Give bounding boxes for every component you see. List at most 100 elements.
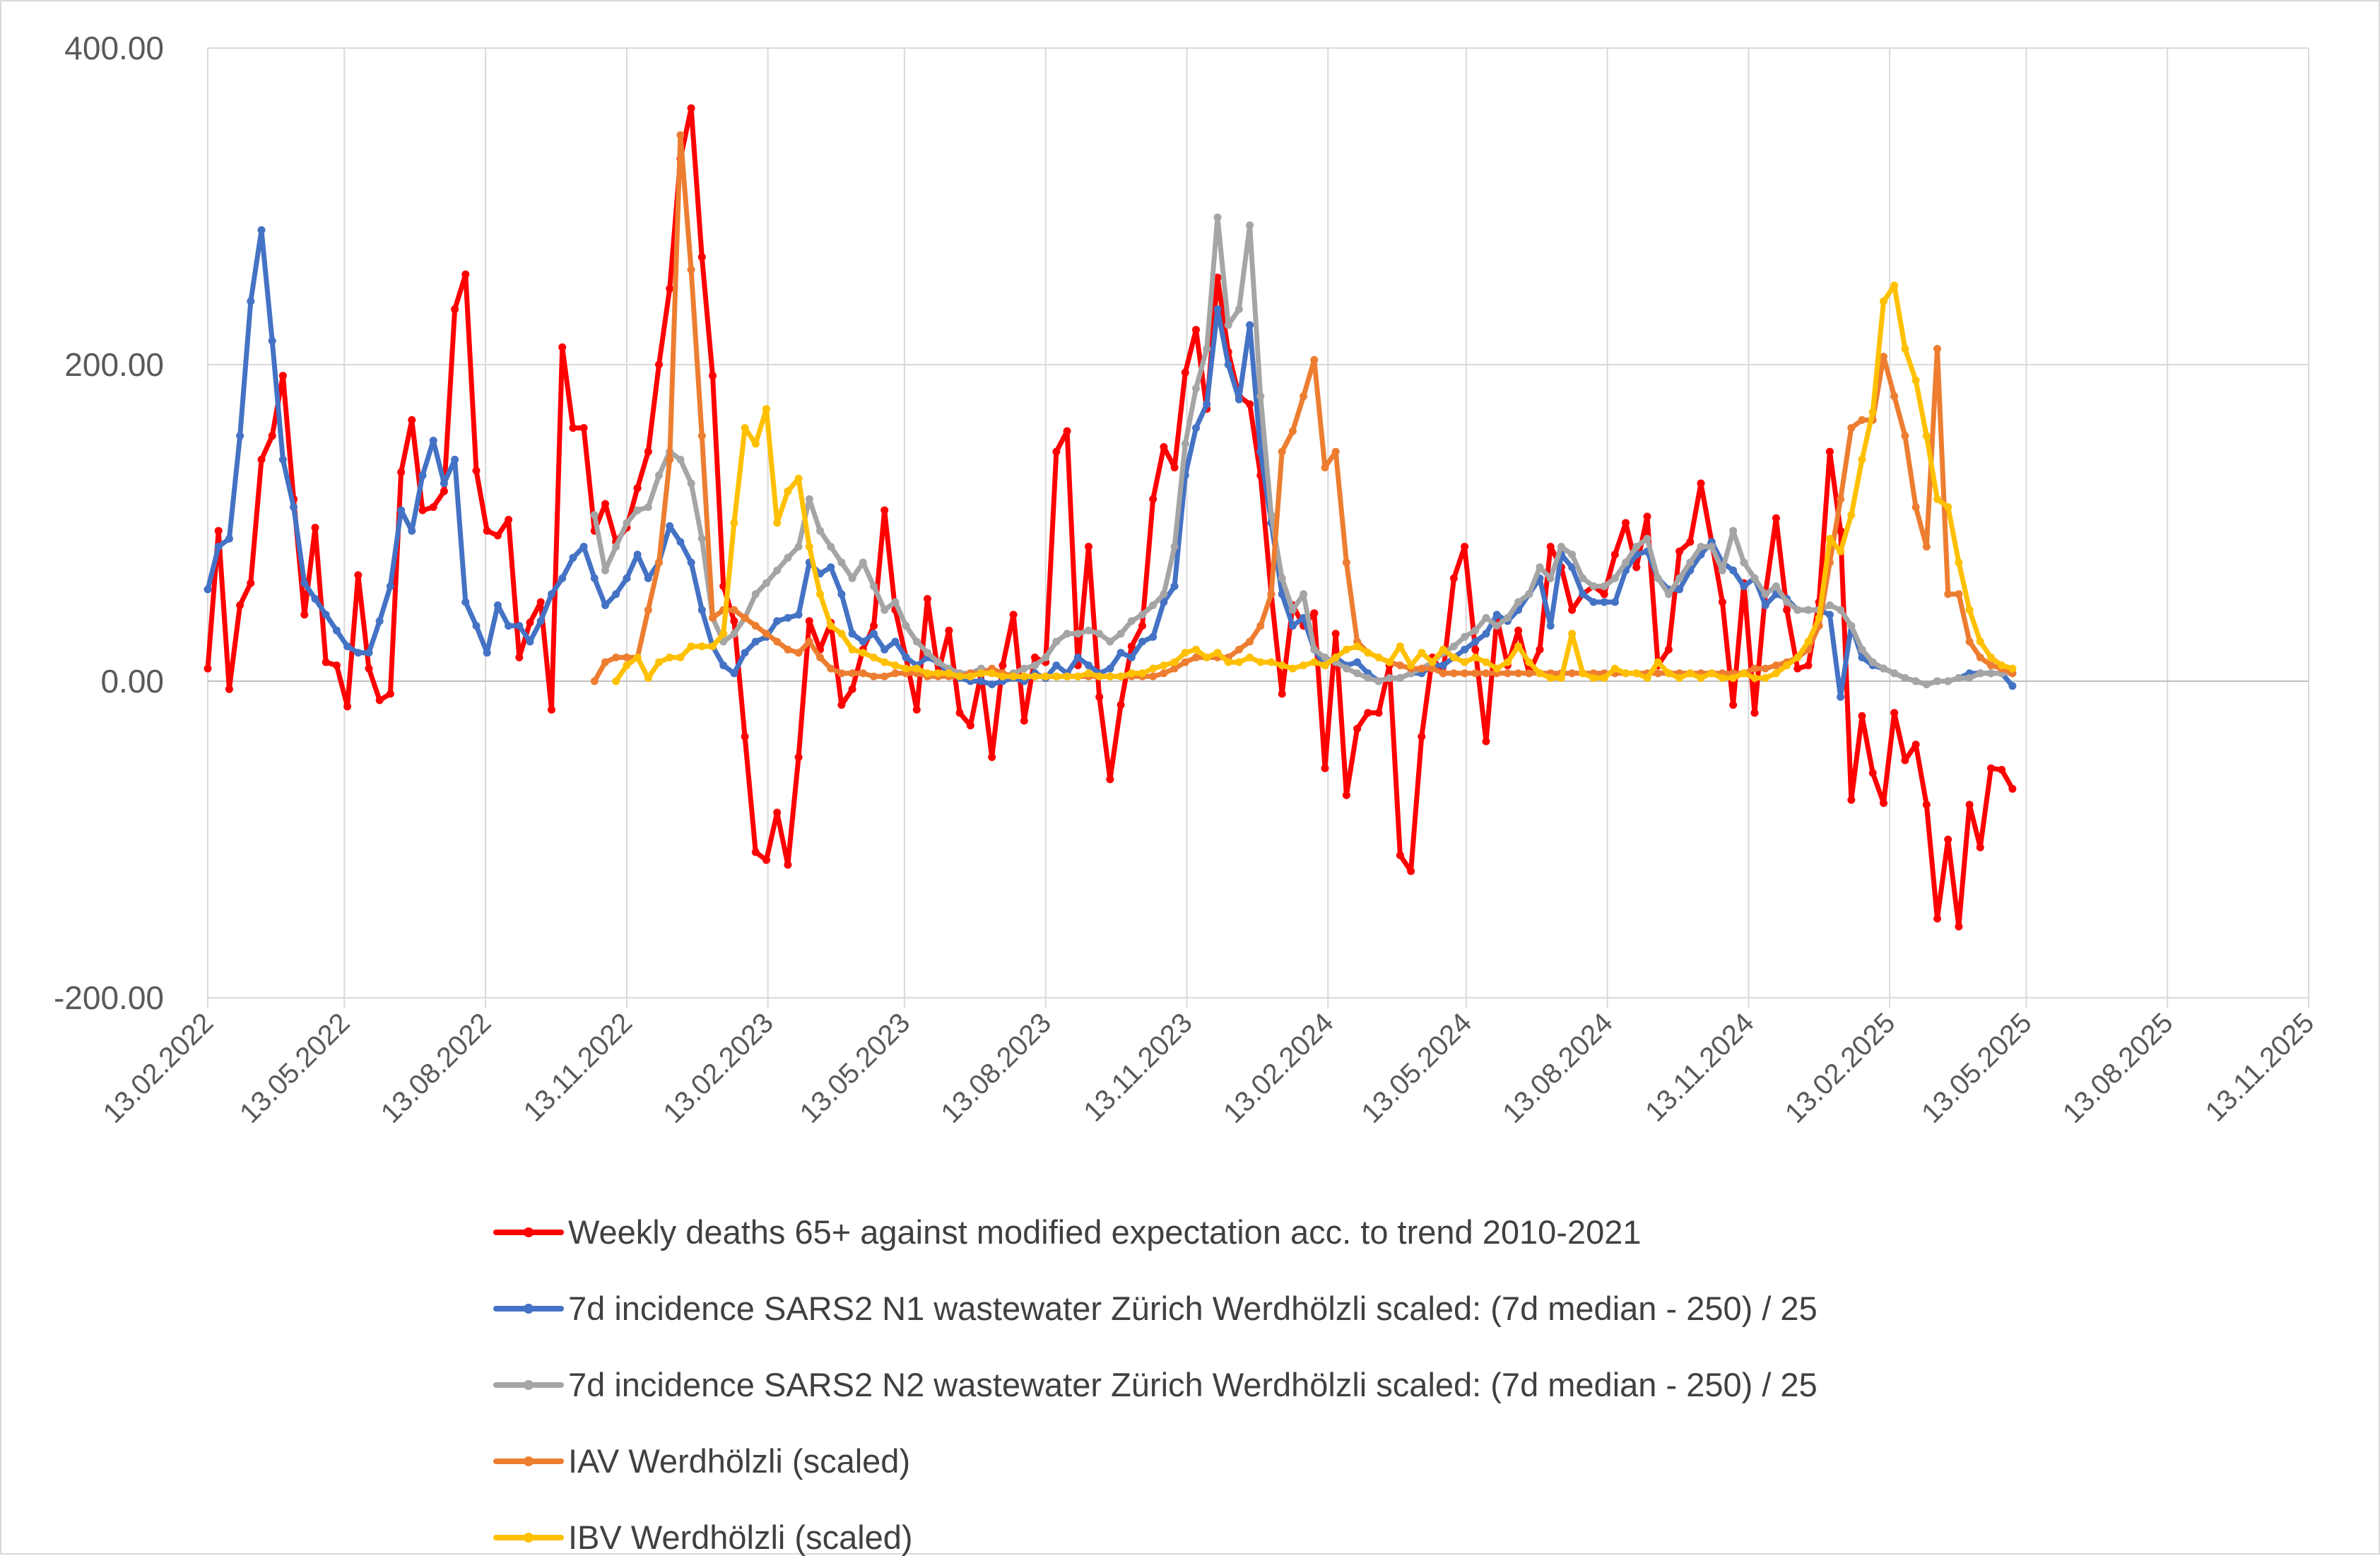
data-point [2008,664,2017,673]
data-point [697,534,706,543]
x-tick-label: 13.08.2024 [1497,1007,1619,1129]
data-point [805,637,813,646]
data-point [1321,764,1329,772]
data-point [1643,512,1651,521]
data-point [408,526,416,535]
data-point [1106,775,1114,784]
data-point [1203,345,1211,353]
data-point [386,582,394,591]
data-point [837,701,846,709]
legend-marker [524,1380,534,1390]
series-layer [204,104,2017,931]
data-point [1149,495,1157,503]
legend-marker [524,1304,534,1314]
data-point [1149,672,1157,680]
data-point [880,506,889,514]
data-point [1675,574,1684,582]
data-point [1471,653,1480,661]
data-point [1998,765,2006,774]
data-point [934,669,943,678]
data-point [870,622,878,630]
data-point [870,672,878,680]
data-point [278,455,287,464]
data-point [1278,447,1286,456]
data-point [751,637,760,646]
x-tick-label: 13.05.2023 [794,1007,917,1129]
data-point [924,595,931,603]
data-point [1449,669,1458,678]
data-point [505,516,513,524]
data-point [1095,672,1104,680]
data-point [827,543,835,551]
data-point [1664,645,1673,654]
data-point [1492,611,1501,619]
data-point [311,524,319,532]
data-point [1750,574,1759,582]
data-point [697,432,706,440]
y-tick-label: 400.00 [64,30,164,66]
data-point [1052,637,1061,646]
data-point [1396,674,1404,682]
data-point [655,360,663,369]
data-point [1911,741,1920,749]
data-point [1106,664,1114,673]
data-point [1514,626,1523,635]
data-point [1901,674,1909,682]
data-point [343,702,352,711]
legend-entry: 7d incidence SARS2 N2 wastewater Zürich … [493,1366,1818,1403]
data-point [1213,649,1222,657]
data-point [1149,601,1157,609]
data-point [1482,658,1490,666]
x-tick-label: 13.05.2022 [234,1007,356,1129]
data-point [1246,221,1254,230]
data-point [612,543,620,551]
data-point [268,432,276,440]
x-tick-label: 13.11.2025 [2200,1007,2321,1128]
data-point [1181,440,1189,448]
data-point [1170,543,1179,551]
data-point [526,637,534,646]
data-point [1610,664,1619,673]
data-point [1117,649,1125,657]
data-point [1321,464,1329,472]
data-point [773,617,782,625]
data-point [1160,443,1168,451]
data-point [988,669,996,678]
data-point [257,455,266,464]
data-point [924,669,931,678]
data-point [1568,563,1577,572]
data-point [300,579,309,587]
data-point [773,566,782,574]
data-point [2008,682,2017,690]
data-point [278,372,287,380]
legend-label: 7d incidence SARS2 N1 wastewater Zürich … [568,1290,1818,1327]
data-point [902,653,910,661]
data-point [912,705,921,714]
data-point [322,658,330,666]
data-point [451,455,459,464]
data-point [1589,674,1598,682]
data-point [1847,511,1856,519]
data-point [1783,598,1791,606]
data-point [1503,658,1512,666]
data-point [1632,563,1641,572]
data-point [891,669,900,678]
data-point [1428,658,1437,666]
data-point [1031,672,1039,680]
data-point [1009,611,1018,619]
data-point [1374,653,1383,661]
data-point [623,653,631,661]
data-point [1342,645,1350,654]
data-point [1310,355,1319,364]
data-point [1127,653,1136,661]
data-point [1181,368,1189,377]
data-point [794,474,803,483]
data-point [440,487,448,495]
data-point [1664,590,1673,599]
data-point [1461,632,1469,641]
data-point [1170,664,1179,673]
data-point [805,617,813,625]
data-point [1880,353,1887,361]
